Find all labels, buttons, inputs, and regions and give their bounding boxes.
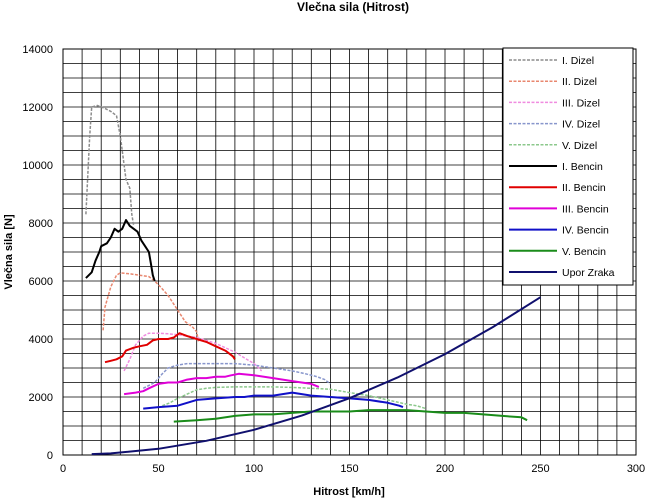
legend-label-ii-dizel: II. Dizel — [562, 76, 597, 88]
y-tick-label: 10000 — [22, 160, 53, 172]
legend-label-upor-zraka: Upor Zraka — [562, 267, 615, 279]
series-line-i-dizel — [85, 104, 135, 227]
x-tick-label: 50 — [152, 463, 164, 475]
x-axis-label: Hitrost [km/h] — [313, 486, 385, 498]
legend-label-i-bencin: I. Bencin — [562, 161, 603, 173]
series-lines — [85, 104, 542, 456]
y-tick-label: 12000 — [22, 102, 53, 114]
legend: I. Dizel II. Dizel III. Dizel IV. Dizel V. D… — [502, 47, 634, 286]
y-tick-label: 4000 — [29, 334, 53, 346]
series-line-i-bencin — [85, 219, 156, 282]
legend-label-iv-dizel: IV. Dizel — [562, 119, 600, 131]
series-line-iv-bencin — [143, 391, 404, 410]
legend-label-i-dizel: I. Dizel — [562, 55, 594, 67]
y-tick-labels: 0 2000 4000 6000 8000 10000 12000 14000 — [22, 44, 53, 462]
series-line-iv-dizel — [142, 362, 331, 389]
y-tick-label: 2000 — [29, 392, 53, 404]
series-line-upor-zraka — [91, 296, 542, 456]
chart-title: Vlečna sila (Hitrost) — [297, 0, 409, 14]
legend-label-iii-dizel: III. Dizel — [562, 97, 600, 109]
series-line-iii-dizel — [123, 332, 263, 372]
x-tick-label: 300 — [627, 463, 645, 475]
series-line-ii-dizel — [102, 272, 200, 343]
y-tick-label: 0 — [47, 450, 53, 462]
y-tick-label: 14000 — [22, 44, 53, 56]
x-tick-labels: 0 50 100 150 200 250 300 — [60, 463, 645, 475]
series-line-v-dizel — [162, 386, 427, 410]
legend-label-v-dizel: V. Dizel — [562, 140, 597, 152]
x-tick-label: 150 — [340, 463, 358, 475]
y-axis-label: Vlečna sila [N] — [3, 214, 15, 290]
x-tick-label: 200 — [436, 463, 454, 475]
legend-label-ii-bencin: II. Bencin — [562, 182, 606, 194]
x-tick-label: 250 — [531, 463, 549, 475]
series-line-v-bencin — [173, 409, 528, 423]
series-line-ii-bencin — [104, 332, 236, 364]
plot-area — [62, 48, 637, 456]
x-tick-label: 100 — [245, 463, 263, 475]
legend-label-v-bencin: V. Bencin — [562, 246, 606, 258]
y-tick-label: 6000 — [29, 276, 53, 288]
y-tick-label: 8000 — [29, 218, 53, 230]
legend-label-iii-bencin: III. Bencin — [562, 203, 609, 215]
legend-label-iv-bencin: IV. Bencin — [562, 225, 609, 237]
x-tick-label: 0 — [60, 463, 66, 475]
series-line-iii-bencin — [123, 372, 320, 396]
